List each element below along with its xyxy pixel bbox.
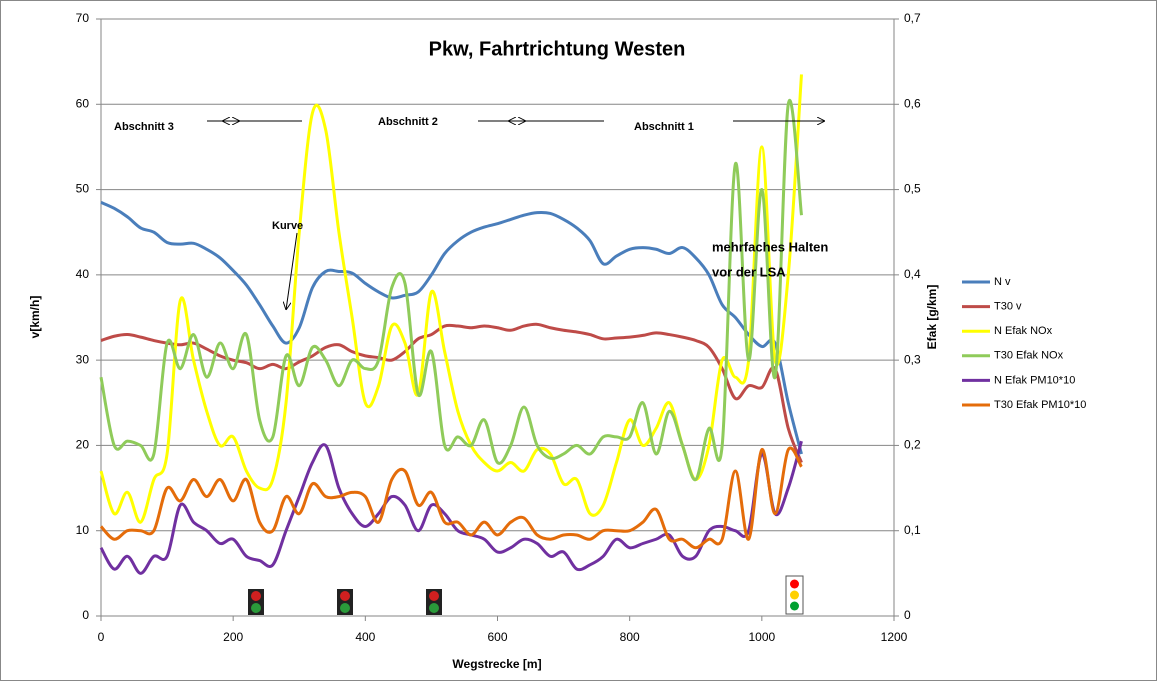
axes [100, 19, 895, 617]
y2-tick-label: 0,4 [904, 267, 921, 281]
series-line [99, 446, 803, 550]
y2-tick-label: 0,7 [904, 11, 921, 25]
x-tick-label: 600 [487, 630, 507, 644]
traffic-light-icons [248, 575, 804, 615]
legend-label: T30 v [994, 301, 1022, 313]
legend-label: N v [994, 276, 1011, 288]
y2-tick-label: 0,3 [904, 352, 921, 366]
y-tick-label: 10 [76, 523, 90, 537]
y2-tick-label: 0,2 [904, 438, 921, 452]
x-tick-label: 400 [355, 630, 375, 644]
series-line [100, 322, 803, 464]
y2-axis-title: Efak [g/km] [925, 285, 939, 350]
legend: N v T30 v N Efak NOx T30 Efak NOx N Efak PM1… [962, 276, 1086, 411]
y2-tick-label: 0 [904, 608, 911, 622]
y-axis-title: v[km/h] [28, 296, 42, 339]
series-line [99, 99, 803, 482]
series-line [100, 200, 803, 455]
annotation: Kurve [272, 220, 303, 232]
y-tick-label: 60 [76, 96, 90, 110]
legend-label: N Efak PM10*10 [994, 374, 1075, 386]
x-tick-label: 800 [620, 630, 640, 644]
series [99, 74, 803, 575]
series-line [99, 74, 803, 524]
x-tick-label: 200 [223, 630, 243, 644]
chart-title: Pkw, Fahrtrichtung Westen [429, 38, 686, 60]
annotation: Abschnitt 1 [634, 121, 694, 133]
annotation: mehrfaches Halten [712, 239, 828, 254]
series-line [99, 440, 803, 575]
y-tick-label: 30 [76, 352, 90, 366]
x-tick-label: 0 [98, 630, 105, 644]
annotation: Abschnitt 2 [378, 116, 438, 128]
x-axis-title: Wegstrecke [m] [452, 657, 541, 671]
y-tick-label: 40 [76, 267, 90, 281]
y-tick-label: 0 [82, 608, 89, 622]
annotation: Abschnitt 3 [114, 121, 174, 133]
legend-label: T30 Efak NOx [994, 350, 1064, 362]
y2-tick-label: 0,1 [904, 523, 921, 537]
x-tick-label: 1000 [748, 630, 775, 644]
y2-tick-label: 0,6 [904, 96, 921, 110]
x-tick-label: 1200 [881, 630, 908, 644]
legend-label: N Efak NOx [994, 325, 1053, 337]
y-tick-label: 70 [76, 11, 90, 25]
y-tick-label: 50 [76, 182, 90, 196]
y-tick-label: 20 [76, 438, 90, 452]
legend-label: T30 Efak PM10*10 [994, 399, 1086, 411]
annotation: vor der LSA [712, 264, 786, 279]
section-arrows [207, 121, 825, 310]
y2-tick-label: 0,5 [904, 182, 921, 196]
